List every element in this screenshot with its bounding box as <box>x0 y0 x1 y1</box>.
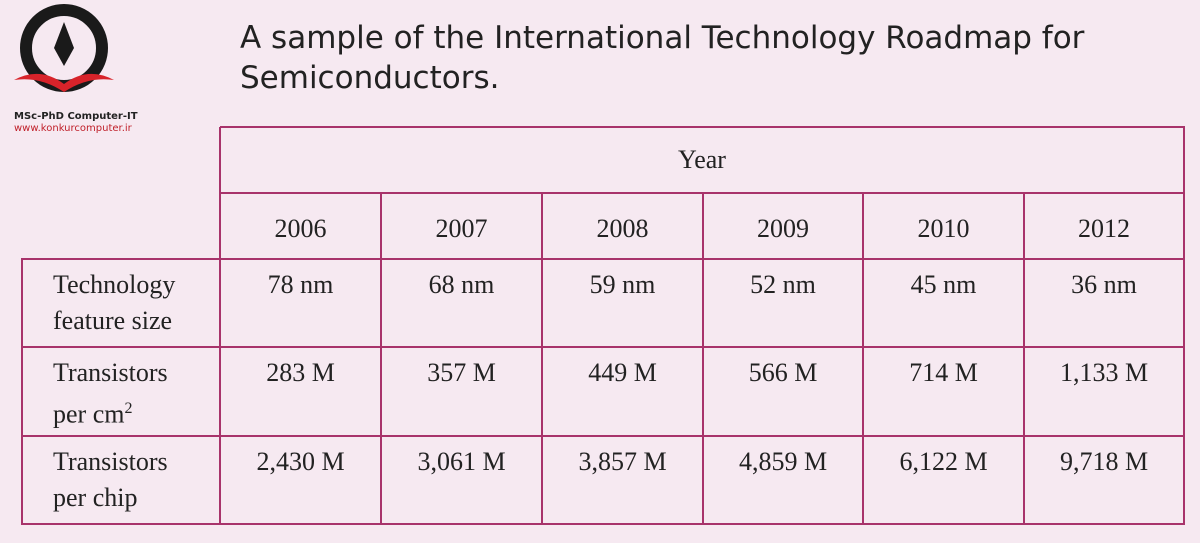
cell: 78 nm <box>267 270 334 299</box>
group-header: Year <box>678 145 726 174</box>
row-label: Technology feature size <box>53 267 175 339</box>
cell: 4,859 M <box>738 447 828 476</box>
title-line: A sample of the International Technology… <box>240 20 1085 56</box>
title: A sample of the International Technology… <box>240 18 1084 98</box>
cell: 9,718 M <box>1059 447 1149 476</box>
row-label-line: Transistors <box>53 447 168 476</box>
year-header: 2010 <box>917 214 970 243</box>
logo-text: MSc-PhD Computer-IT <box>14 111 138 122</box>
cell: 3,061 M <box>417 447 506 476</box>
year-header: 2006 <box>274 214 327 243</box>
logo-url: www.konkurcomputer.ir <box>14 123 132 134</box>
cell: 52 nm <box>750 270 816 299</box>
row-label-line: Transistors <box>53 358 168 387</box>
row-label-line: Technology <box>53 270 176 299</box>
year-header: 2009 <box>757 214 809 243</box>
cell: 1,133 M <box>1059 358 1149 387</box>
table-grid <box>21 126 1185 525</box>
cell: 68 nm <box>428 270 495 299</box>
cell: 45 nm <box>910 270 977 299</box>
cell: 36 nm <box>1071 270 1137 299</box>
year-header: 2007 <box>435 214 488 243</box>
cell: 3,857 M <box>578 447 667 476</box>
cell: 357 M <box>427 358 496 387</box>
cell: 714 M <box>909 358 978 387</box>
cell: 59 nm <box>589 270 656 299</box>
row-label-line: feature size <box>53 306 173 335</box>
cell: 449 M <box>588 358 657 387</box>
cell: 283 M <box>266 358 335 387</box>
cell: 6,122 M <box>899 447 988 476</box>
year-header: 2012 <box>1078 214 1130 243</box>
row-label-line: per cm2 <box>53 399 133 429</box>
superscript: 2 <box>124 400 133 417</box>
title-line: Semiconductors. <box>240 60 500 96</box>
logo-icon <box>14 4 114 92</box>
row-label: Transistors per cm2 <box>53 355 168 433</box>
year-header: 2008 <box>596 214 649 243</box>
row-label: Transistors per chip <box>53 444 168 516</box>
cell: 2,430 M <box>256 447 345 476</box>
row-label-line: per chip <box>53 483 138 512</box>
cell: 566 M <box>748 358 818 387</box>
